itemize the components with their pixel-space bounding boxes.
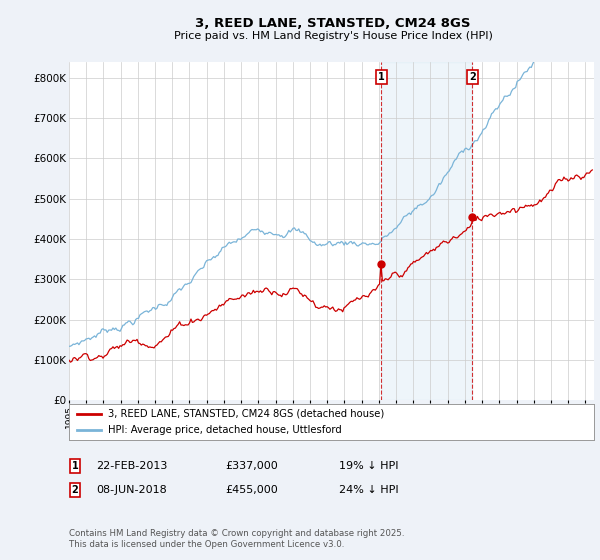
Text: 2: 2: [71, 485, 79, 495]
Text: 1: 1: [71, 461, 79, 471]
Text: 08-JUN-2018: 08-JUN-2018: [96, 485, 167, 495]
Bar: [381, 62, 472, 400]
Text: Price paid vs. HM Land Registry's House Price Index (HPI): Price paid vs. HM Land Registry's House …: [173, 31, 493, 41]
Text: £455,000: £455,000: [225, 485, 278, 495]
Text: 2: 2: [469, 72, 476, 82]
Text: HPI: Average price, detached house, Uttlesford: HPI: Average price, detached house, Uttl…: [109, 425, 342, 435]
Text: 22-FEB-2013: 22-FEB-2013: [96, 461, 167, 471]
Text: 1: 1: [377, 72, 385, 82]
Text: 24% ↓ HPI: 24% ↓ HPI: [339, 485, 398, 495]
Text: 3, REED LANE, STANSTED, CM24 8GS (detached house): 3, REED LANE, STANSTED, CM24 8GS (detach…: [109, 409, 385, 419]
Text: £337,000: £337,000: [225, 461, 278, 471]
Text: 3, REED LANE, STANSTED, CM24 8GS: 3, REED LANE, STANSTED, CM24 8GS: [195, 17, 471, 30]
Text: Contains HM Land Registry data © Crown copyright and database right 2025.
This d: Contains HM Land Registry data © Crown c…: [69, 529, 404, 549]
Text: 19% ↓ HPI: 19% ↓ HPI: [339, 461, 398, 471]
